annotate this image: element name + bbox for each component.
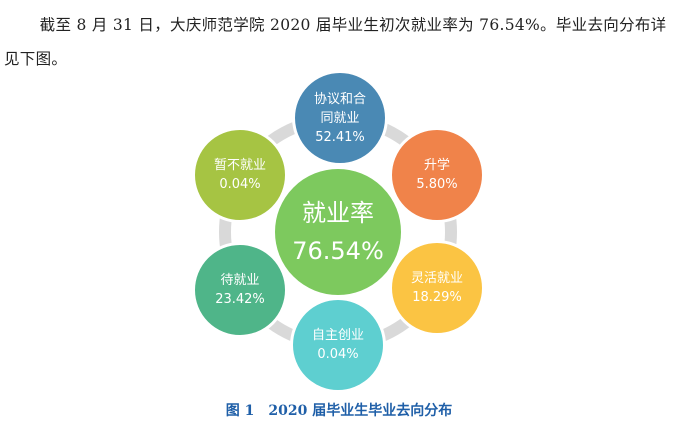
center-label: 就业率 bbox=[302, 199, 374, 227]
node-label: 同就业 bbox=[320, 110, 360, 126]
node-label: 待就业 bbox=[220, 273, 260, 288]
node-label: 暂不就业 bbox=[213, 158, 266, 173]
node: 暂不就业 0.04% bbox=[192, 127, 288, 223]
node-value: 0.04% bbox=[219, 177, 261, 192]
node-label: 协议和合 bbox=[313, 91, 366, 107]
node: 协议和合同就业 52.41% bbox=[292, 70, 388, 166]
center-value: 76.54% bbox=[292, 237, 384, 265]
node-value: 5.80% bbox=[416, 177, 458, 192]
node-value: 0.04% bbox=[317, 347, 359, 362]
node: 灵活就业 18.29% bbox=[389, 240, 485, 336]
node: 升学 5.80% bbox=[389, 127, 485, 223]
node-label: 灵活就业 bbox=[410, 271, 463, 286]
node-label: 自主创业 bbox=[311, 328, 364, 343]
node-value: 52.41% bbox=[315, 129, 365, 145]
node-label: 升学 bbox=[423, 158, 450, 173]
node-value: 18.29% bbox=[412, 290, 462, 305]
node: 自主创业 0.04% bbox=[290, 297, 386, 393]
paragraph: 截至 8 月 31 日，大庆师范学院 2020 届毕业生初次就业率为 76.54… bbox=[4, 16, 667, 68]
caption: 图 1 2020 届毕业生毕业去向分布 bbox=[225, 403, 453, 419]
node: 待就业 23.42% bbox=[192, 242, 288, 338]
node-value: 23.42% bbox=[215, 292, 265, 307]
center-node: 就业率 76.54% bbox=[272, 166, 404, 298]
